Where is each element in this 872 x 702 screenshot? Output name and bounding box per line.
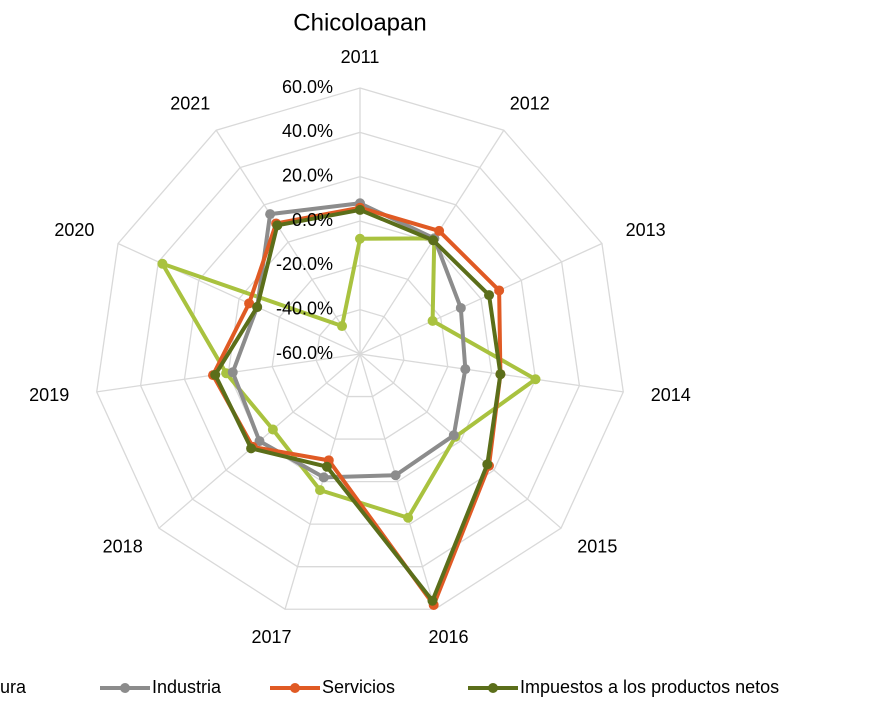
data-point	[315, 485, 326, 496]
labels: -60.0% -40.0% -20.0% 0.0% 20.0% 40.0% 60.0% 201…	[29, 47, 691, 647]
grid-ring	[96, 87, 624, 610]
data-point	[272, 220, 283, 231]
data-point	[448, 430, 459, 441]
grid-ring	[271, 264, 449, 440]
category-label: 2020	[54, 220, 94, 240]
spoke	[359, 353, 562, 529]
legend-label: Servicios	[322, 677, 395, 697]
data-point	[495, 369, 506, 380]
data-point	[210, 369, 221, 380]
data-point	[337, 321, 348, 332]
data-point	[484, 290, 495, 301]
data-point	[157, 258, 168, 269]
data-point	[254, 436, 265, 447]
data-point	[252, 302, 263, 313]
y-tick-label: 0.0%	[292, 210, 333, 230]
y-tick-label: -20.0%	[276, 254, 333, 274]
series-line	[160, 236, 538, 520]
y-tick-label: 20.0%	[282, 165, 333, 185]
y-tick-label: 40.0%	[282, 121, 333, 141]
data-point	[403, 512, 414, 523]
data-point	[530, 374, 541, 385]
data-point	[267, 424, 278, 435]
data-point	[355, 233, 365, 244]
data-point	[427, 595, 438, 606]
legend: ura Industria Servicios Impuestos a los pro…	[0, 677, 779, 697]
data-point	[246, 443, 257, 454]
category-label: 2012	[510, 94, 550, 114]
category-label: 2014	[651, 385, 691, 405]
grid-ring	[183, 175, 537, 525]
data-point	[482, 459, 493, 470]
spoke	[215, 129, 361, 355]
series-line	[213, 207, 503, 603]
category-label: 2019	[29, 385, 69, 405]
data-point	[434, 225, 445, 236]
data-point	[321, 461, 332, 472]
spoke	[359, 242, 603, 355]
series-group	[157, 198, 541, 610]
category-label: 2018	[103, 537, 143, 557]
grid-ring	[227, 220, 493, 483]
grid-ring	[139, 131, 581, 568]
data-point	[455, 302, 466, 313]
legend-label: Impuestos a los productos netos	[520, 677, 779, 697]
chart-title: Chicoloapan	[293, 9, 426, 36]
data-point	[227, 367, 238, 378]
grid-ring	[315, 308, 405, 398]
legend-label: Industria	[152, 677, 222, 697]
category-label: 2017	[252, 627, 292, 647]
category-label: 2016	[428, 627, 468, 647]
data-point	[428, 235, 439, 246]
legend-marker-dot	[290, 683, 300, 693]
data-point	[494, 285, 505, 296]
legend-marker-dot	[488, 683, 498, 693]
legend-marker-dot	[120, 683, 130, 693]
spoke	[359, 353, 624, 393]
data-point	[265, 209, 276, 220]
category-label: 2015	[577, 537, 617, 557]
category-label: 2011	[341, 47, 380, 67]
data-point	[244, 298, 255, 309]
data-point	[390, 470, 401, 481]
grid	[96, 87, 624, 610]
data-point	[427, 315, 438, 326]
legend-label: ura	[0, 677, 27, 697]
spoke	[359, 353, 436, 610]
y-tick-label: -60.0%	[276, 343, 333, 363]
data-point	[318, 472, 329, 483]
category-label: 2021	[170, 94, 210, 114]
category-label: 2013	[626, 220, 666, 240]
y-tick-label: -40.0%	[276, 298, 333, 318]
data-point	[460, 364, 471, 375]
y-tick-label: 60.0%	[282, 77, 333, 97]
data-point	[355, 204, 365, 215]
